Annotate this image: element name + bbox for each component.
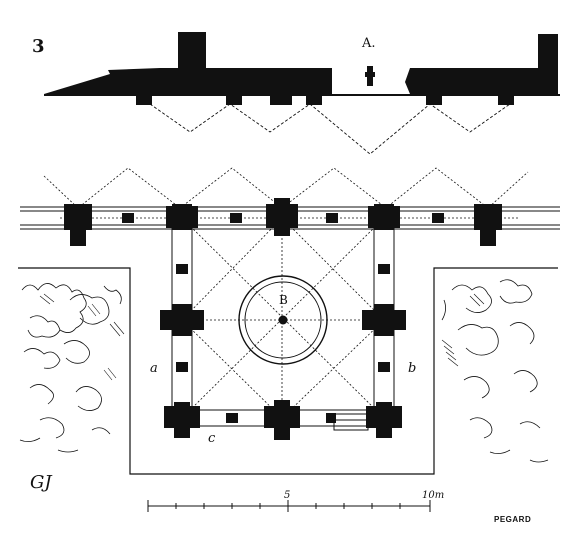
side-label-left: a	[150, 361, 158, 376]
section-vault-lines	[149, 103, 511, 155]
central-dome	[238, 275, 328, 365]
vegetation-left-hatch	[39, 293, 125, 381]
monogram: GJ	[30, 472, 53, 493]
scale-mid-label: 5	[284, 490, 290, 501]
bottom-label: c	[208, 431, 216, 446]
center-label: B	[279, 293, 288, 307]
signature: PEGARD	[494, 515, 531, 524]
plan-enclosure	[18, 267, 558, 475]
side-label-right: b	[408, 361, 416, 376]
plan-small-pilasters	[122, 213, 444, 423]
figure-number: 3	[32, 36, 45, 57]
plan-vault-grid	[60, 217, 520, 419]
plan-piers	[64, 198, 502, 440]
section-elevation	[44, 32, 560, 105]
section-label: A.	[361, 36, 376, 51]
vegetation-right-hatch	[441, 293, 485, 367]
vegetation-left	[19, 283, 122, 453]
scale-end-label: 10m	[422, 490, 444, 501]
vegetation-right	[441, 279, 549, 463]
scale-bar	[147, 500, 431, 512]
